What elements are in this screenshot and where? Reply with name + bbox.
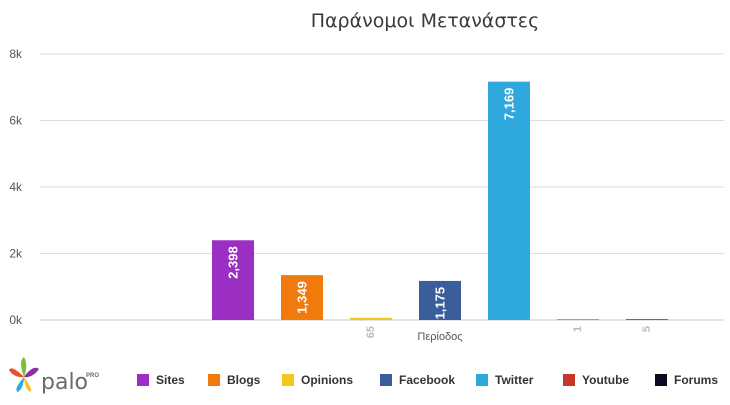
legend-swatch-opinions <box>282 374 294 386</box>
y-tick-label: 0k <box>9 313 23 327</box>
legend-label-twitter[interactable]: Twitter <box>495 373 534 387</box>
legend-swatch-twitter <box>476 374 488 386</box>
legend-label-youtube[interactable]: Youtube <box>582 373 629 387</box>
legend-label-facebook[interactable]: Facebook <box>399 373 455 387</box>
y-axis-ticks: 0k 2k 4k 6k 8k <box>9 47 23 327</box>
value-label-youtube: 1 <box>572 326 584 332</box>
bars <box>212 81 668 320</box>
bar-twitter[interactable] <box>488 81 530 320</box>
grid <box>40 53 724 321</box>
x-axis-label: Περίοδος <box>417 331 462 343</box>
legend-swatch-blogs <box>208 374 220 386</box>
bar-sites[interactable] <box>212 240 254 320</box>
bar-forums[interactable] <box>626 319 668 320</box>
legend-swatch-facebook <box>380 374 392 386</box>
palo-logo: palo PRO <box>9 357 99 395</box>
legend-label-opinions[interactable]: Opinions <box>301 373 353 387</box>
legend-swatch-youtube <box>563 374 575 386</box>
y-tick-label: 8k <box>9 47 23 61</box>
value-label-opinions: 65 <box>365 326 377 338</box>
palo-leaf-icon <box>9 357 39 392</box>
y-tick-label: 2k <box>9 247 23 261</box>
value-label-blogs: 1,349 <box>295 281 310 314</box>
legend-label-sites[interactable]: Sites <box>156 373 185 387</box>
legend-swatch-sites <box>137 374 149 386</box>
legend: Sites Blogs Opinions Facebook Twitter Youtube… <box>137 373 718 387</box>
value-label-twitter: 7,169 <box>502 88 517 121</box>
bar-youtube[interactable] <box>557 319 599 320</box>
value-labels: 2,398 1,349 65 1,175 7,169 1 5 <box>226 88 654 339</box>
y-tick-label: 4k <box>9 180 23 194</box>
bar-opinions[interactable] <box>350 317 392 320</box>
legend-label-forums[interactable]: Forums <box>674 373 718 387</box>
legend-label-blogs[interactable]: Blogs <box>227 373 261 387</box>
value-label-facebook: 1,175 <box>433 287 448 320</box>
value-label-forums: 5 <box>641 326 653 332</box>
value-label-sites: 2,398 <box>226 246 241 279</box>
chart-title: Παράνομοι Μετανάστες <box>311 10 539 32</box>
brand-name: palo <box>41 370 88 395</box>
bar-blogs[interactable] <box>281 275 323 320</box>
y-tick-label: 6k <box>9 114 23 128</box>
brand-suffix: PRO <box>86 373 99 379</box>
bar-facebook[interactable] <box>419 280 461 320</box>
legend-swatch-forums <box>655 374 667 386</box>
